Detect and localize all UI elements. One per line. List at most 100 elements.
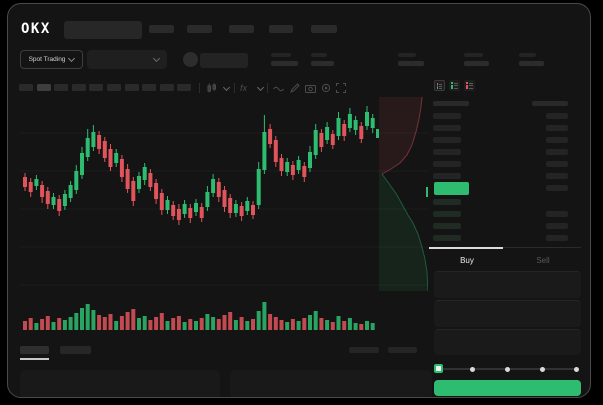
ask-row-amount[interactable] bbox=[546, 161, 568, 167]
ask-row-amount[interactable] bbox=[546, 149, 568, 155]
avatar[interactable] bbox=[183, 52, 198, 67]
candle-body bbox=[365, 112, 369, 126]
stat-value bbox=[311, 61, 334, 66]
camera-icon[interactable] bbox=[305, 83, 316, 93]
pair-selector[interactable] bbox=[87, 50, 167, 69]
ask-row-amount[interactable] bbox=[546, 125, 568, 131]
candle-body bbox=[216, 182, 221, 197]
timeframe-button[interactable] bbox=[36, 84, 51, 91]
stat-value bbox=[464, 61, 489, 66]
last-price-badge[interactable] bbox=[434, 182, 469, 195]
chevron-down-icon[interactable] bbox=[256, 83, 265, 92]
header-action-button[interactable] bbox=[200, 53, 248, 68]
bid-row-amount[interactable] bbox=[546, 235, 568, 241]
total-field[interactable] bbox=[434, 329, 581, 355]
ask-row-amount[interactable] bbox=[546, 113, 568, 119]
stat-label bbox=[398, 53, 416, 57]
amount-slider-handle[interactable] bbox=[434, 364, 443, 373]
candle-body bbox=[308, 152, 312, 168]
nav-item[interactable] bbox=[269, 25, 293, 33]
ask-row-price[interactable] bbox=[433, 125, 461, 131]
buy-submit-button[interactable] bbox=[434, 380, 581, 396]
settings-icon[interactable] bbox=[321, 83, 331, 93]
ask-row-amount[interactable] bbox=[546, 137, 568, 143]
timeframe-button[interactable] bbox=[142, 84, 157, 91]
timeframe-button[interactable] bbox=[124, 84, 139, 91]
timeframe-button[interactable] bbox=[177, 84, 192, 91]
market-type-selector[interactable]: Spot Trading bbox=[20, 50, 83, 69]
bid-row-amount[interactable] bbox=[546, 211, 568, 217]
book-asks-icon[interactable] bbox=[464, 80, 475, 91]
chevron-down-icon[interactable] bbox=[222, 83, 231, 92]
ask-row-price[interactable] bbox=[433, 149, 461, 155]
bid-row-price[interactable] bbox=[433, 223, 461, 229]
candle-body bbox=[342, 124, 347, 136]
slider-stop-50[interactable] bbox=[505, 367, 510, 372]
bid-row-price[interactable] bbox=[433, 199, 461, 205]
timeframe-button[interactable] bbox=[89, 84, 104, 91]
candle-body bbox=[336, 118, 341, 136]
nav-item[interactable] bbox=[187, 25, 212, 33]
volume-bar bbox=[319, 318, 324, 330]
timeframe-button[interactable] bbox=[71, 84, 86, 91]
book-bids-icon[interactable] bbox=[449, 80, 460, 91]
ask-row-price[interactable] bbox=[433, 113, 461, 119]
search-input[interactable] bbox=[64, 21, 142, 39]
bid-row-price[interactable] bbox=[433, 235, 461, 241]
price-field[interactable] bbox=[434, 271, 581, 298]
book-combined-icon[interactable] bbox=[434, 80, 445, 91]
candle-body bbox=[68, 185, 73, 198]
volume-bar bbox=[28, 318, 33, 330]
candle-body bbox=[319, 133, 324, 147]
ask-row-price[interactable] bbox=[433, 161, 461, 167]
timeframe-button[interactable] bbox=[107, 84, 121, 91]
slider-stop-25[interactable] bbox=[470, 367, 475, 372]
volume-bar bbox=[34, 323, 39, 330]
line-tool-icon[interactable] bbox=[273, 85, 284, 92]
depth-asks-area bbox=[379, 97, 422, 174]
volume-bar bbox=[268, 314, 273, 330]
indicators-icon[interactable]: fx bbox=[240, 83, 248, 93]
volume-bar bbox=[273, 317, 278, 330]
timeframe-button[interactable] bbox=[159, 84, 174, 91]
amount-field[interactable] bbox=[434, 300, 581, 327]
ask-row-price[interactable] bbox=[433, 137, 461, 143]
nav-item[interactable] bbox=[311, 25, 337, 33]
stat-value bbox=[398, 61, 424, 66]
candle-body bbox=[119, 159, 124, 177]
volume-bar bbox=[302, 318, 307, 330]
candle-body bbox=[188, 208, 193, 218]
slider-stop-100[interactable] bbox=[574, 367, 579, 372]
volume-bar bbox=[176, 316, 181, 330]
bottom-tab[interactable] bbox=[60, 346, 91, 354]
slider-stop-75[interactable] bbox=[540, 367, 545, 372]
nav-item[interactable] bbox=[229, 25, 254, 33]
timeframe-button[interactable] bbox=[19, 84, 33, 91]
tab-buy[interactable]: Buy bbox=[460, 256, 474, 265]
volume-bar bbox=[205, 314, 210, 330]
candle-body bbox=[91, 132, 96, 147]
candle-type-icon[interactable] bbox=[206, 83, 218, 93]
bid-row-amount[interactable] bbox=[546, 223, 568, 229]
volume-bar bbox=[365, 321, 369, 330]
draw-icon[interactable] bbox=[290, 83, 300, 93]
bottom-link[interactable] bbox=[388, 347, 417, 353]
timeframe-button[interactable] bbox=[54, 84, 69, 91]
candle-body bbox=[182, 204, 187, 214]
volume-bar bbox=[245, 321, 250, 330]
candle-body bbox=[40, 185, 45, 197]
fullscreen-icon[interactable] bbox=[336, 83, 346, 93]
volume-bar bbox=[188, 319, 193, 330]
ask-row-amount[interactable] bbox=[546, 185, 568, 191]
volume-bar bbox=[97, 315, 102, 330]
ask-row-price[interactable] bbox=[433, 173, 461, 179]
price-chart[interactable] bbox=[20, 93, 428, 333]
nav-item[interactable] bbox=[149, 25, 174, 33]
bottom-tab-active[interactable] bbox=[20, 346, 49, 354]
ask-row-amount[interactable] bbox=[546, 173, 568, 179]
tab-sell[interactable]: Sell bbox=[536, 256, 550, 265]
bid-row-price[interactable] bbox=[433, 211, 461, 217]
bottom-link[interactable] bbox=[349, 347, 379, 353]
volume-bar bbox=[148, 320, 153, 330]
